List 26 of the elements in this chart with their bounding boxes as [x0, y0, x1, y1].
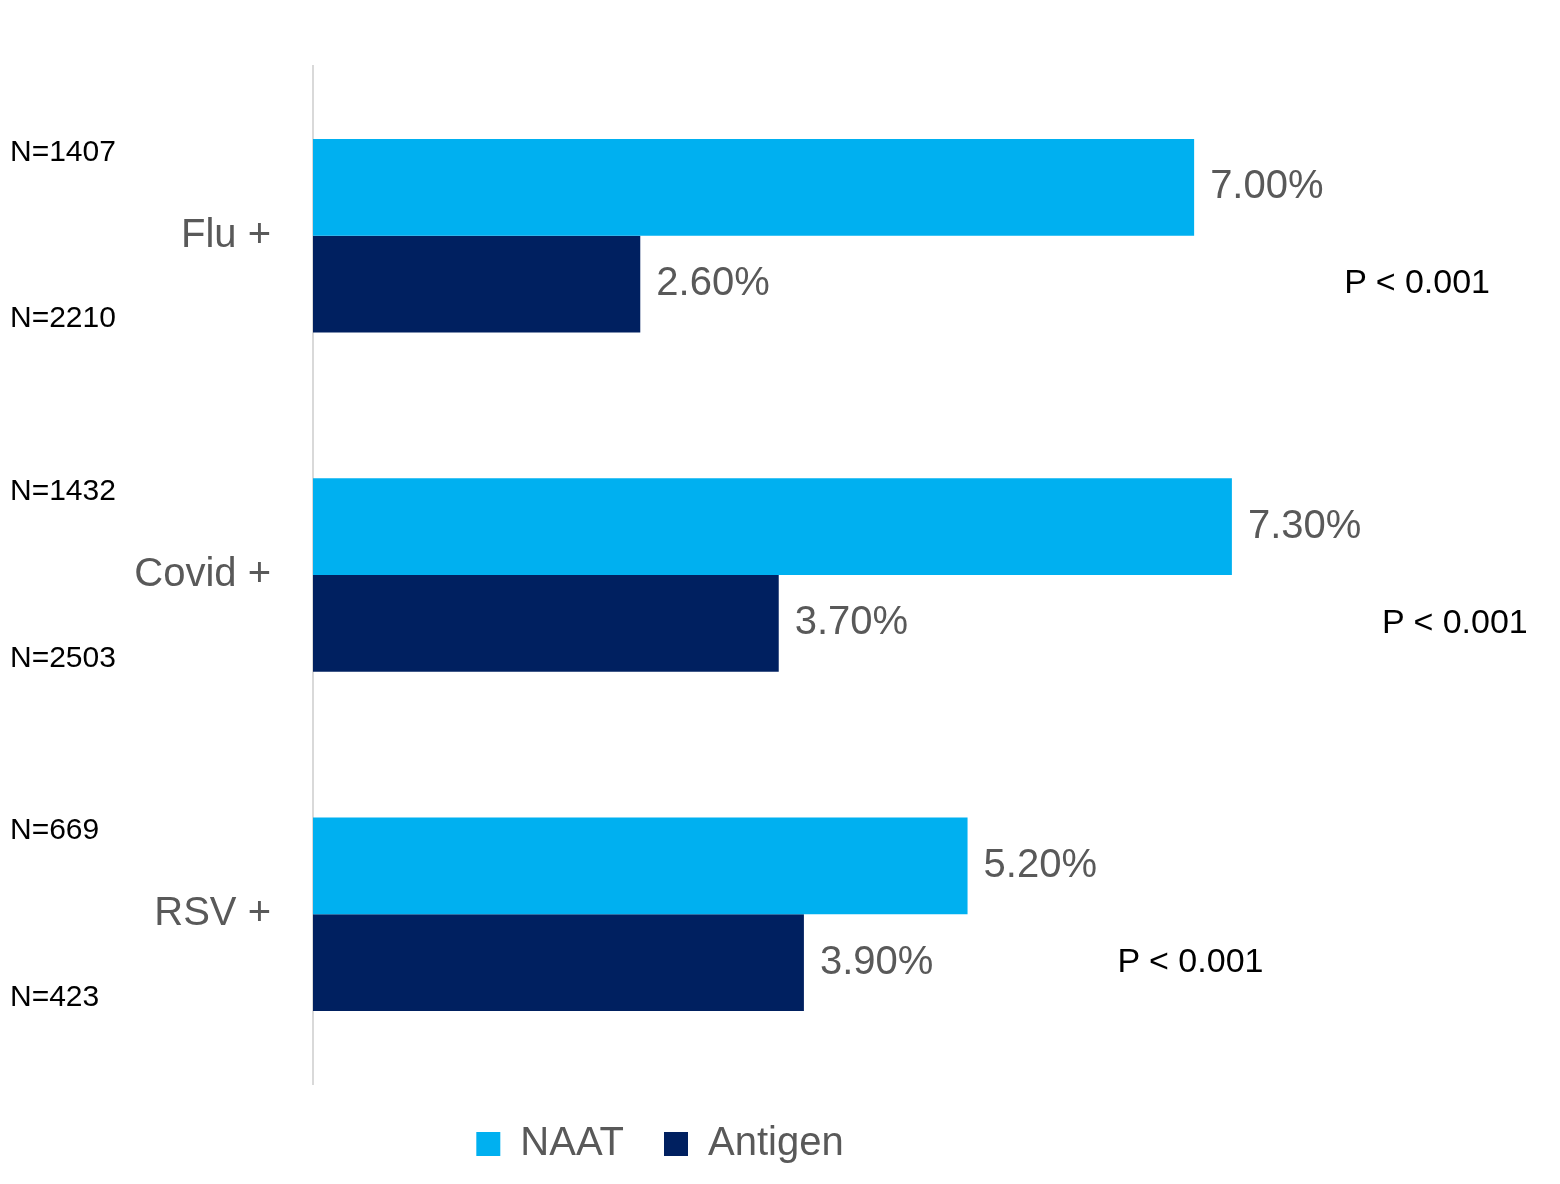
text: N=669 [10, 812, 100, 846]
text: N=1407 [10, 133, 116, 167]
bar [313, 235, 641, 333]
bar [313, 478, 1232, 575]
data-label: 3.90% [819, 937, 934, 982]
legend-label: NAAT [520, 1119, 625, 1164]
y-tick-label: RSV + [154, 889, 271, 934]
data-label: 5.20% [983, 841, 1097, 886]
text: N=423 [10, 978, 100, 1012]
bar [313, 575, 779, 672]
annotation: P < 0.001 [1117, 941, 1264, 980]
text: P < 0.001 [1381, 601, 1528, 640]
data-label: 7.00% [1210, 162, 1324, 207]
y-tick-label: Covid + [134, 550, 271, 595]
text: N=1432 [10, 472, 116, 506]
bar [313, 138, 1195, 236]
data-label: 7.30% [1247, 501, 1362, 546]
text: N=2503 [10, 639, 116, 673]
data-label: 3.70% [794, 598, 909, 643]
legend-label: Antigen [708, 1119, 844, 1164]
y-tick-label: Flu + [180, 210, 271, 255]
text: P < 0.001 [1344, 262, 1491, 301]
bar [313, 914, 804, 1012]
bar [313, 817, 968, 915]
text: N=2210 [10, 300, 116, 334]
data-label: 2.60% [656, 259, 770, 304]
